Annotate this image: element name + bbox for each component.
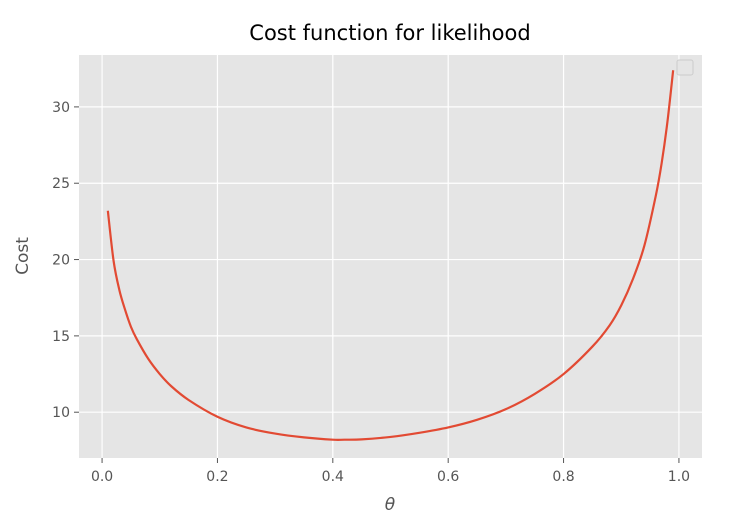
y-tick-label: 15 — [52, 329, 70, 345]
plot-background — [79, 55, 702, 458]
x-tick-label: 0.0 — [91, 469, 113, 485]
y-tick-label: 25 — [52, 176, 70, 192]
series-line — [106, 70, 675, 441]
legend-box — [676, 59, 694, 76]
x-tick-label: 1.0 — [668, 469, 690, 485]
x-tick-label: 0.4 — [322, 469, 344, 485]
y-axis-label: Cost — [13, 237, 33, 275]
x-tick-label: 0.8 — [552, 469, 574, 485]
series-layer — [106, 70, 675, 441]
y-tick-label: 20 — [52, 253, 70, 269]
x-tick-label: 0.6 — [437, 469, 459, 485]
y-tick-label: 30 — [52, 100, 70, 116]
x-axis-label: θ — [385, 495, 396, 515]
axis-ticks: 0.0 0.2 0.4 0.6 0.8 1.0 10 15 20 25 30 — [52, 100, 690, 485]
grid — [79, 55, 702, 458]
y-tick-label: 10 — [52, 405, 70, 421]
chart-title: Cost function for likelihood — [249, 21, 530, 45]
x-tick-label: 0.2 — [206, 469, 228, 485]
